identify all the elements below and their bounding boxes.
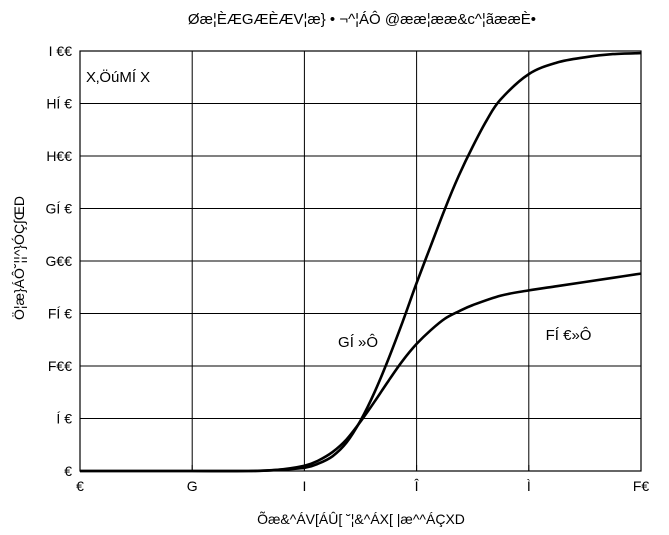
- x-tick-label: F€: [633, 478, 650, 494]
- y-axis-label: Ö¦æ}ÁÔ˘¦¦^}ÓÇ∫ŒD: [10, 196, 27, 320]
- x-axis-ticks: € G I Î Ì F€: [76, 465, 649, 494]
- series-line-2: [80, 272, 642, 473]
- series-label-2: FÍ €»Ô: [546, 327, 592, 344]
- y-tick-label: G€€: [46, 253, 73, 269]
- x-tick-label: Î: [414, 478, 420, 494]
- y-tick-label: I €€: [49, 43, 73, 59]
- y-axis-ticks: € Í € F€€ FÍ € G€€ GÍ € H€€ HÍ € I €€: [46, 43, 86, 479]
- y-tick-label: HÍ €: [46, 96, 72, 112]
- x-tick-label: G: [187, 478, 198, 494]
- series-label-1: GÍ »Ô: [338, 334, 378, 351]
- y-tick-label: F€€: [48, 358, 72, 374]
- grid: [80, 51, 641, 471]
- y-tick-label: €: [64, 463, 72, 479]
- x-tick-label: €: [76, 478, 84, 494]
- chart-title: Øæ¦ÈÆGÆÈÆV¦æ} • ¬^¦ÁÔ @ææ¦ææ&c^¦ãææÈ•: [188, 11, 536, 28]
- chart-annotation: X‚ÖúMÍ X: [86, 68, 150, 86]
- series-layer: GÍ »Ô FÍ €»Ô: [80, 51, 642, 473]
- series-line-1: [80, 51, 642, 473]
- x-tick-label: I: [302, 478, 306, 494]
- y-tick-label: FÍ €: [48, 306, 72, 322]
- x-tick-label: Ì: [527, 478, 531, 494]
- x-axis-label: Õæ&^ÁV[ÁÛ[ ˘¦&^ÁX[ |æ^^ÁÇXD: [257, 511, 465, 527]
- y-tick-label: H€€: [46, 148, 72, 164]
- y-tick-label: Í €: [56, 411, 72, 427]
- y-tick-label: GÍ €: [46, 201, 73, 217]
